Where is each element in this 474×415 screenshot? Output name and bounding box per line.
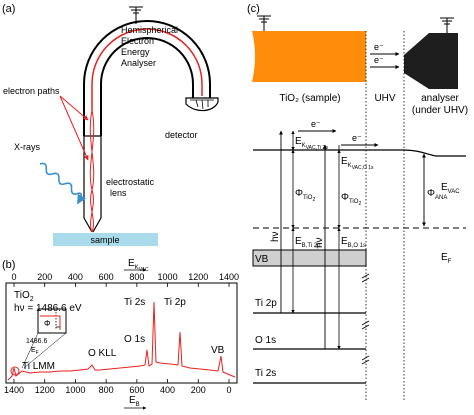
xray-wave (39, 162, 87, 205)
bottom-ticks-label: 1000 (65, 385, 85, 395)
ti2s-label: Ti 2s (255, 368, 276, 379)
top-ticks-label: 1200 (188, 272, 208, 282)
top-ticks-label: 800 (129, 272, 144, 282)
material-label: TiO2 (14, 290, 34, 303)
bottom-ticks-label: 400 (160, 385, 175, 395)
eb-o1s-label: EB,O 1s (341, 236, 366, 249)
photon-energy-label: hν = 1486.6 eV (14, 303, 82, 314)
phi-tio2-label-1: ΦTiO2 (295, 188, 315, 203)
top-ticks-label: 0 (11, 272, 16, 282)
bottom-axis-title: EB (129, 395, 140, 408)
ti-lmm-marker (10, 366, 20, 376)
analyser-label-2: (under UHV) (412, 105, 468, 116)
analyser-label-1: analyser (421, 93, 459, 104)
xrays-label: X-rays (14, 142, 41, 152)
peak-label-vb: VB (211, 345, 225, 356)
top-axis-title: EKVAC (128, 258, 149, 273)
bottom-ticks-label: 600 (129, 385, 144, 395)
hea-word-3: Energy (121, 47, 150, 57)
electron-paths-pointer (59, 95, 89, 121)
panel-a: (a) (2, 3, 219, 246)
bottom-ticks-label: 800 (99, 385, 114, 395)
bottom-axis-ticks: 1400 1200 1000 800 600 400 200 0 (4, 379, 232, 395)
tio2-sample-block (252, 31, 366, 82)
electron-label-3: e⁻ (311, 119, 321, 129)
panel-c: (c) e⁻ e⁻ TiO₂ (sample) UHV analyser (247, 3, 468, 400)
top-ticks-label: 400 (68, 272, 83, 282)
vacuum-level-line (253, 149, 466, 157)
peak-label-okll: O KLL (88, 348, 117, 359)
electron-label-1: e⁻ (374, 42, 384, 52)
peak-label-ti2p: Ti 2p (164, 297, 186, 308)
bottom-ticks-label: 200 (191, 385, 206, 395)
electron-paths-pointer-2 (59, 95, 89, 161)
electron-path-lines (89, 109, 95, 233)
tio2-sample-label: TiO₂ (sample) (279, 93, 340, 104)
uhv-label: UHV (374, 93, 395, 104)
axis-break-marks (361, 273, 370, 365)
bottom-ticks-label: 1200 (35, 385, 55, 395)
analyser-block (404, 33, 458, 89)
phi-tio2-label-2: ΦTiO2 (341, 192, 361, 207)
top-ticks-label: 600 (99, 272, 114, 282)
hv-label-2: hν (314, 237, 325, 248)
hea-word-4: Analyser (121, 58, 156, 68)
ef-label: EF (441, 252, 452, 265)
electron-label-4: e⁻ (352, 133, 362, 143)
panel-a-label: (a) (2, 3, 15, 15)
hea-word-1: Hemispherical (121, 25, 178, 35)
inset-frame (37, 308, 67, 334)
panel-b: (b) EKVAC 0 200 400 600 800 1000 1200 1400 1400… (2, 258, 239, 410)
ek-o1s-label: EKVAC,O 1s (341, 156, 374, 171)
panel-b-label: (b) (2, 259, 15, 271)
inset-connector-1 (21, 332, 39, 369)
panel-c-label: (c) (247, 3, 260, 15)
bottom-ticks-label: 0 (226, 385, 231, 395)
top-ticks-label: 200 (37, 272, 52, 282)
hv-label-1: hν (270, 231, 281, 242)
ek-ti2p-label: EKVAC,Ti 2p (295, 136, 328, 151)
inset-spectrum (40, 315, 61, 330)
vb-label: VB (255, 254, 269, 265)
lens-label: lens (110, 188, 127, 198)
phi-ana-label: ΦANA (427, 188, 447, 201)
bottom-ticks-label: 1400 (4, 385, 24, 395)
peak-label-tilmm: Ti LMM (22, 361, 55, 372)
inset-phi-label: Φ (44, 319, 50, 328)
sample-label: sample (90, 235, 119, 245)
plot-frame (5, 282, 238, 384)
inset-connector-2 (23, 332, 67, 369)
inset: Φ 1486.6 EF (21, 308, 67, 369)
electrostatic-label: electrostatic (106, 177, 155, 187)
valence-band (252, 249, 367, 267)
top-ticks-label: 1400 (219, 272, 239, 282)
inset-ef-label: EF (31, 347, 39, 356)
detector-label: detector (165, 130, 198, 140)
o1s-label: O 1s (255, 335, 276, 346)
eb-ti2p-label: EB,Ti 2p (295, 236, 321, 249)
evac-label: EVAC (441, 182, 460, 195)
peak-label-o1s: O 1s (124, 334, 145, 345)
electron-paths-label: electron paths (3, 86, 60, 96)
ti2p-label: Ti 2p (255, 298, 277, 309)
hemispherical-analyser (83, 20, 211, 137)
sample-block (53, 233, 158, 246)
xps-spectrum-line (7, 301, 236, 381)
ground-symbol-icon (257, 15, 271, 32)
peak-label-ti2s: Ti 2s (124, 297, 145, 308)
top-ticks-label: 1000 (158, 272, 178, 282)
top-axis-ticks: 0 200 400 600 800 1000 1200 1400 (11, 272, 239, 287)
hea-word-2: Electron (121, 36, 154, 46)
inset-value-label: 1486.6 (26, 338, 48, 345)
electron-label-2: e⁻ (374, 55, 384, 65)
detector-icon (185, 97, 219, 112)
